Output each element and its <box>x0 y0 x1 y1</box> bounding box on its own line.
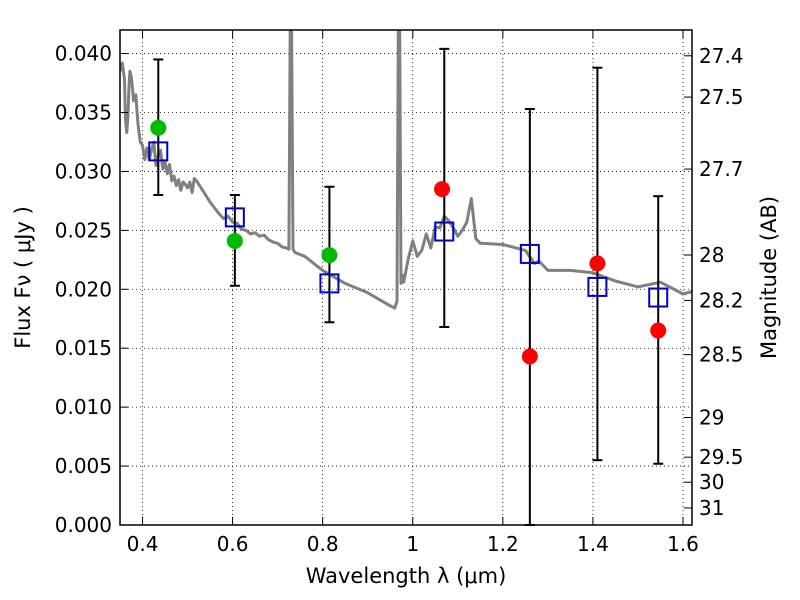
axis-ticks: 0.4 0.6 0.8 1 1.2 1.4 1.6 0.000 0.005 0.010 0.015 0… <box>55 30 744 556</box>
open-square-point <box>587 276 608 297</box>
mag-tick-label: 29.5 <box>699 445 744 469</box>
mag-tick-label: 30 <box>699 470 724 494</box>
filled-circle-point <box>650 322 667 339</box>
model-spectrum <box>120 30 692 310</box>
filled-circle-point <box>589 255 606 272</box>
y-tick-label: 0.010 <box>55 395 112 419</box>
open-square-point <box>319 273 340 294</box>
y-axis-label: Flux Fν ( μJy ) <box>11 206 35 349</box>
x-tick-label: 0.4 <box>127 532 159 556</box>
plot-frame <box>119 29 693 526</box>
y-tick-label: 0.040 <box>55 42 112 66</box>
mag-tick-label: 31 <box>699 496 724 520</box>
mag-tick-label: 28.2 <box>699 288 744 312</box>
filled-circle-point <box>321 247 338 264</box>
filled-circle-point <box>521 348 538 365</box>
mag-tick-label: 27.4 <box>699 44 744 68</box>
open-square-point <box>434 221 455 242</box>
open-square-point <box>519 243 540 264</box>
y-tick-label: 0.015 <box>55 336 112 360</box>
filled-circle-point <box>150 119 167 136</box>
y-tick-label: 0.030 <box>55 159 112 183</box>
x-axis-label: Wavelength λ (μm) <box>306 564 507 588</box>
x-tick-label: 1.6 <box>667 532 699 556</box>
magnitude-axis-label: Magnitude (AB) <box>757 196 781 359</box>
filled-circle-point <box>434 181 451 198</box>
open-square-point <box>148 141 169 162</box>
y-tick-label: 0.020 <box>55 277 112 301</box>
data-points <box>148 119 669 365</box>
y-tick-label: 0.000 <box>55 513 112 537</box>
model-spectrum-line <box>120 30 692 310</box>
x-tick-label: 0.6 <box>217 532 249 556</box>
x-tick-label: 0.8 <box>307 532 339 556</box>
open-square-point <box>648 287 669 308</box>
mag-tick-label: 28 <box>699 243 724 267</box>
mag-tick-label: 28.5 <box>699 343 744 367</box>
y-tick-label: 0.035 <box>55 101 112 125</box>
x-tick-label: 1 <box>406 532 419 556</box>
x-tick-label: 1.4 <box>577 532 609 556</box>
mag-tick-label: 29 <box>699 406 724 430</box>
mag-tick-label: 27.7 <box>699 157 744 181</box>
y-tick-label: 0.025 <box>55 218 112 242</box>
x-tick-label: 1.2 <box>487 532 519 556</box>
error-bars <box>153 47 664 526</box>
mag-tick-label: 27.5 <box>699 85 744 109</box>
filled-circle-point <box>226 232 243 249</box>
open-square-point <box>224 207 245 228</box>
y-tick-label: 0.005 <box>55 454 112 478</box>
